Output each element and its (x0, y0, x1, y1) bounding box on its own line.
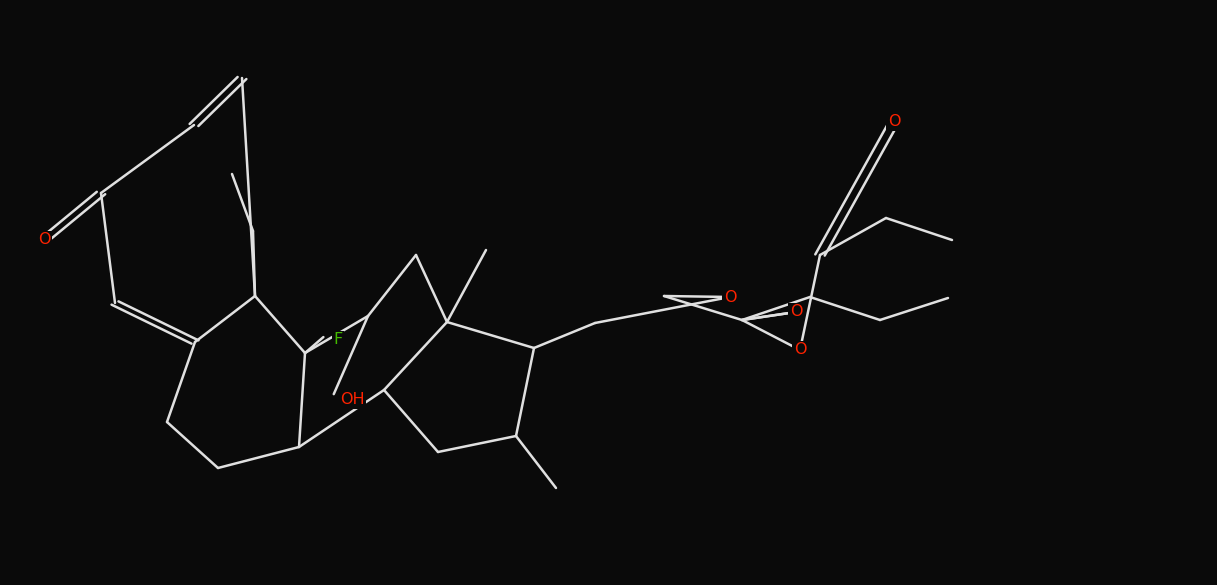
Text: F: F (333, 332, 343, 347)
Text: OH: OH (340, 393, 364, 408)
Text: O: O (38, 232, 50, 247)
Text: O: O (724, 290, 736, 305)
Text: O: O (887, 115, 901, 129)
Text: O: O (790, 305, 802, 319)
Text: O: O (793, 342, 806, 357)
